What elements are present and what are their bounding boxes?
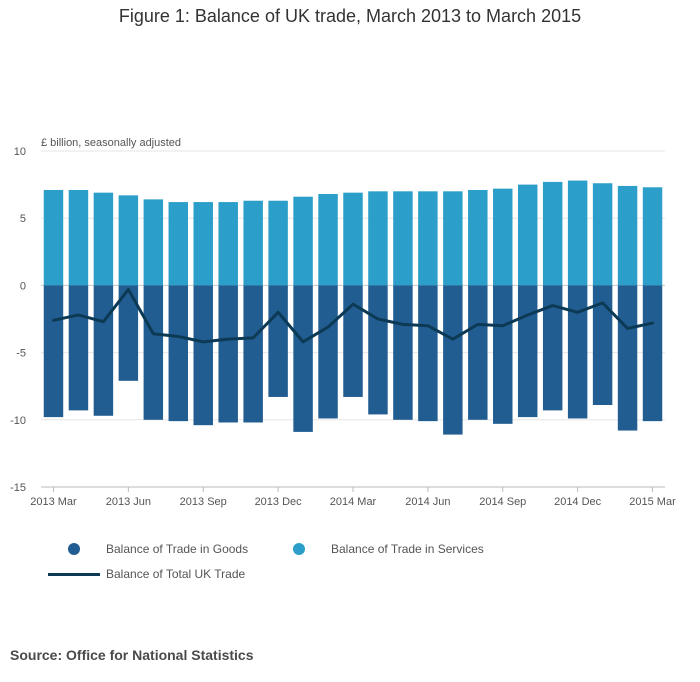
services-bar [143,199,164,286]
total-line-swatch-icon [48,572,100,576]
y-tick-label: -5 [16,348,26,360]
goods-bar [318,285,338,419]
y-tick-label: 0 [20,280,26,292]
services-bar [642,187,663,286]
services-bar [318,194,338,286]
y-axis: 10 5 0 -5 -10 -15 [10,146,26,494]
goods-bar [168,285,189,422]
services-bar [567,180,588,286]
total-trade-line [51,287,655,344]
services-bar [368,191,388,286]
services-bar [493,188,513,286]
y-tick-label: -15 [10,482,26,494]
y-axis-unit-label: £ billion, seasonally adjusted [41,137,181,149]
services-bar [168,202,189,286]
services-bar [443,191,463,286]
chart-title: Figure 1: Balance of UK trade, March 201… [118,6,582,26]
goods-bar [218,285,238,423]
legend-item-services: Balance of Trade in Services [293,542,484,556]
source-note: Source: Office for National Statistics [10,647,254,663]
x-tick-label: 2013 Mar [30,496,77,508]
goods-bar [343,285,363,397]
services-bar [68,189,89,286]
goods-bar [542,285,563,411]
goods-bar [418,285,438,422]
services-bar [542,181,563,286]
x-tick-label: 2014 Mar [330,496,377,508]
goods-bar [443,285,463,435]
services-bar [393,191,413,286]
goods-bar [268,285,288,397]
services-bar [617,185,638,286]
services-bar [93,192,114,286]
services-bar [293,196,313,286]
y-tick-label: 10 [14,146,26,158]
x-axis: 2013 Mar 2013 Jun 2013 Sep 2013 Dec 2014 Mar… [30,486,676,508]
goods-bar [68,285,89,411]
services-bar [193,202,213,286]
legend-label-services: Balance of Trade in Services [331,542,484,556]
services-bar [468,189,488,286]
x-tick-label: 2014 Jun [405,496,450,508]
services-bar [243,200,263,286]
goods-bar [468,285,488,420]
services-bar [592,183,613,286]
goods-swatch-icon [68,543,80,555]
goods-bar [293,285,313,432]
goods-bar [243,285,263,423]
services-bar [268,200,288,286]
services-bar [418,191,438,286]
goods-bar [393,285,413,420]
goods-bar [617,285,638,431]
legend-label-goods: Balance of Trade in Goods [106,542,249,556]
y-tick-label: 5 [20,213,26,225]
x-tick-label: 2013 Jun [106,496,151,508]
x-tick-label: 2013 Sep [180,496,227,508]
legend-label-total: Balance of Total UK Trade [106,567,246,581]
legend-item-goods: Balance of Trade in Goods [68,542,248,556]
x-tick-label: 2013 Dec [255,496,303,508]
services-bar [343,192,363,286]
services-bar [517,184,538,286]
goods-bar [592,285,613,406]
total-trade-line-group [51,287,655,344]
services-swatch-icon [293,543,305,555]
x-tick-label: 2014 Sep [479,496,526,508]
legend-item-total: Balance of Total UK Trade [48,567,245,581]
goods-bar [517,285,538,418]
bars [43,180,663,435]
goods-bar [43,285,64,418]
goods-bar [143,285,164,420]
services-bar [118,195,139,286]
services-bar [218,202,238,286]
x-tick-label: 2015 Mar [629,496,676,508]
goods-bar [493,285,513,424]
goods-bar [118,285,139,381]
goods-bar [567,285,588,419]
services-bar [43,189,64,286]
goods-bar [368,285,388,415]
goods-bar [642,285,663,422]
x-tick-label: 2014 Dec [554,496,602,508]
y-tick-label: -10 [10,415,26,427]
goods-bar [93,285,114,416]
goods-bar [193,285,213,426]
